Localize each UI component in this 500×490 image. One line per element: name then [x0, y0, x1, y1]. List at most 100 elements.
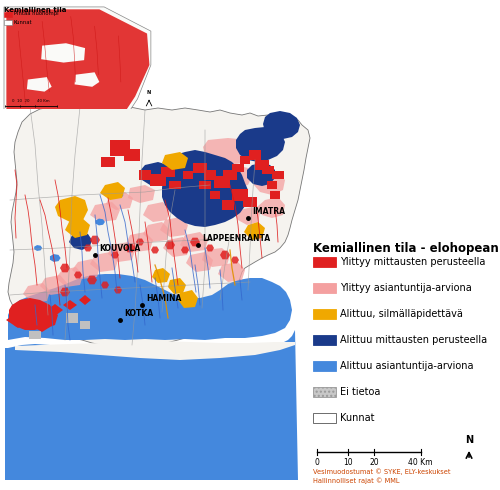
- Polygon shape: [232, 189, 248, 201]
- Text: 20: 20: [369, 458, 379, 467]
- Bar: [4, 12, 12, 17]
- Polygon shape: [27, 77, 52, 92]
- Polygon shape: [254, 173, 285, 195]
- Polygon shape: [66, 313, 78, 323]
- Polygon shape: [90, 236, 100, 245]
- Bar: [313, 257, 336, 267]
- Text: LAPPEENRANTA: LAPPEENRANTA: [202, 234, 270, 243]
- Polygon shape: [222, 200, 234, 210]
- Polygon shape: [114, 287, 122, 294]
- Polygon shape: [6, 9, 150, 164]
- Polygon shape: [168, 278, 186, 294]
- Bar: [4, 20, 12, 25]
- Polygon shape: [125, 244, 135, 252]
- Polygon shape: [165, 241, 175, 249]
- Polygon shape: [111, 251, 119, 258]
- Text: Ylittyy asiantuntija-arviona: Ylittyy asiantuntija-arviona: [340, 283, 471, 293]
- Polygon shape: [249, 150, 261, 160]
- Polygon shape: [236, 127, 285, 162]
- Polygon shape: [60, 264, 70, 272]
- Text: N: N: [147, 90, 151, 95]
- Polygon shape: [169, 181, 181, 189]
- Text: 0: 0: [315, 458, 320, 467]
- Polygon shape: [162, 152, 188, 170]
- Text: 40 Km: 40 Km: [408, 458, 433, 467]
- Polygon shape: [117, 193, 123, 197]
- Polygon shape: [4, 7, 151, 167]
- Polygon shape: [74, 72, 100, 87]
- Text: Kemiallinen tila: Kemiallinen tila: [4, 7, 66, 13]
- Polygon shape: [96, 219, 105, 225]
- Polygon shape: [84, 245, 92, 251]
- Text: 10: 10: [344, 458, 353, 467]
- Polygon shape: [63, 300, 77, 310]
- Polygon shape: [255, 160, 269, 170]
- Polygon shape: [136, 239, 144, 245]
- Polygon shape: [231, 257, 239, 264]
- Polygon shape: [8, 105, 310, 347]
- Polygon shape: [34, 322, 50, 332]
- Polygon shape: [212, 165, 252, 188]
- Polygon shape: [162, 150, 248, 227]
- Polygon shape: [223, 170, 237, 180]
- Bar: [313, 283, 336, 293]
- Polygon shape: [183, 171, 193, 179]
- Text: Kunnat: Kunnat: [14, 20, 32, 25]
- Polygon shape: [9, 298, 55, 330]
- Polygon shape: [202, 248, 230, 267]
- Polygon shape: [23, 283, 50, 303]
- Polygon shape: [69, 232, 92, 250]
- Text: Ei tietoa: Ei tietoa: [340, 387, 380, 397]
- Polygon shape: [8, 274, 292, 340]
- Polygon shape: [100, 182, 125, 200]
- Text: HAMINA: HAMINA: [146, 294, 182, 303]
- Polygon shape: [199, 181, 211, 189]
- Polygon shape: [160, 217, 188, 237]
- Polygon shape: [34, 245, 42, 251]
- Polygon shape: [262, 166, 274, 174]
- Bar: [313, 387, 336, 397]
- Polygon shape: [101, 157, 115, 167]
- Polygon shape: [206, 245, 214, 251]
- Text: N: N: [465, 435, 473, 445]
- Polygon shape: [270, 191, 280, 199]
- Text: KOUVOLA: KOUVOLA: [99, 244, 140, 253]
- Polygon shape: [47, 304, 63, 316]
- Polygon shape: [257, 197, 285, 218]
- Polygon shape: [90, 202, 120, 222]
- Polygon shape: [193, 163, 207, 173]
- Polygon shape: [186, 252, 213, 272]
- Polygon shape: [29, 331, 41, 339]
- Polygon shape: [60, 288, 70, 296]
- Polygon shape: [55, 196, 88, 222]
- Polygon shape: [180, 232, 208, 252]
- Bar: [313, 309, 336, 319]
- Text: Vesimuodostumat © SYKE, ELY-keskukset
Hallinnolliset rajat © MML: Vesimuodostumat © SYKE, ELY-keskukset Ha…: [313, 468, 450, 484]
- Polygon shape: [72, 259, 100, 279]
- Polygon shape: [126, 232, 153, 252]
- Text: Alittuu, silmälläpidettävä: Alittuu, silmälläpidettävä: [340, 309, 463, 319]
- Polygon shape: [22, 308, 58, 330]
- Polygon shape: [50, 254, 60, 262]
- Polygon shape: [218, 262, 245, 282]
- Polygon shape: [210, 191, 220, 199]
- Polygon shape: [163, 237, 190, 257]
- Polygon shape: [178, 290, 198, 308]
- Polygon shape: [267, 181, 277, 189]
- Polygon shape: [272, 171, 284, 179]
- Text: KOTKA: KOTKA: [124, 309, 153, 318]
- Polygon shape: [232, 164, 244, 172]
- Polygon shape: [128, 185, 155, 203]
- Polygon shape: [244, 222, 265, 240]
- Polygon shape: [247, 163, 275, 186]
- Polygon shape: [25, 311, 45, 325]
- Polygon shape: [181, 246, 189, 253]
- Text: Alittuu asiantuntija-arviona: Alittuu asiantuntija-arviona: [340, 361, 473, 371]
- Text: Kunnat: Kunnat: [340, 413, 374, 423]
- Text: 0  10  20      40 Km: 0 10 20 40 Km: [12, 99, 50, 103]
- Polygon shape: [240, 156, 250, 164]
- Bar: [313, 413, 336, 423]
- Polygon shape: [143, 202, 170, 222]
- Polygon shape: [56, 267, 83, 287]
- Polygon shape: [263, 111, 300, 139]
